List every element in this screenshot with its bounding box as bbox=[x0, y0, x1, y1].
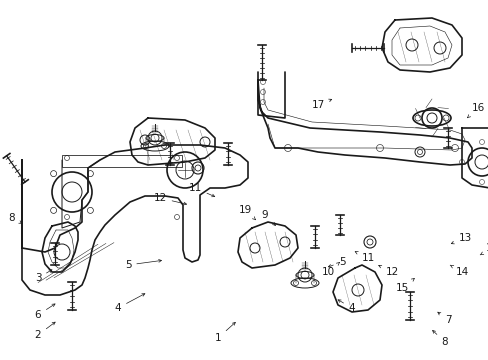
Text: 12: 12 bbox=[153, 193, 186, 205]
Text: 9: 9 bbox=[261, 210, 275, 225]
Text: 14: 14 bbox=[449, 265, 468, 277]
Text: 8: 8 bbox=[432, 330, 447, 347]
Text: 6: 6 bbox=[35, 304, 55, 320]
Bar bbox=[62, 155, 182, 167]
Text: 1: 1 bbox=[214, 322, 235, 343]
Text: 10: 10 bbox=[321, 262, 339, 277]
Text: 11: 11 bbox=[354, 252, 374, 263]
Text: 4: 4 bbox=[337, 300, 355, 313]
Text: 7: 7 bbox=[437, 312, 450, 325]
Text: 5: 5 bbox=[327, 257, 345, 267]
Text: 17: 17 bbox=[311, 99, 331, 110]
Text: 5: 5 bbox=[124, 260, 161, 270]
Text: 19: 19 bbox=[238, 205, 255, 220]
Text: 2: 2 bbox=[35, 322, 55, 340]
Text: 16: 16 bbox=[467, 103, 484, 118]
Text: 11: 11 bbox=[188, 183, 214, 197]
Text: 8: 8 bbox=[9, 213, 22, 223]
Text: 13: 13 bbox=[450, 233, 470, 244]
Text: 18: 18 bbox=[479, 243, 488, 255]
Text: 12: 12 bbox=[378, 265, 398, 277]
Text: 4: 4 bbox=[115, 294, 144, 313]
Text: 3: 3 bbox=[35, 270, 52, 283]
Text: 15: 15 bbox=[395, 279, 413, 293]
